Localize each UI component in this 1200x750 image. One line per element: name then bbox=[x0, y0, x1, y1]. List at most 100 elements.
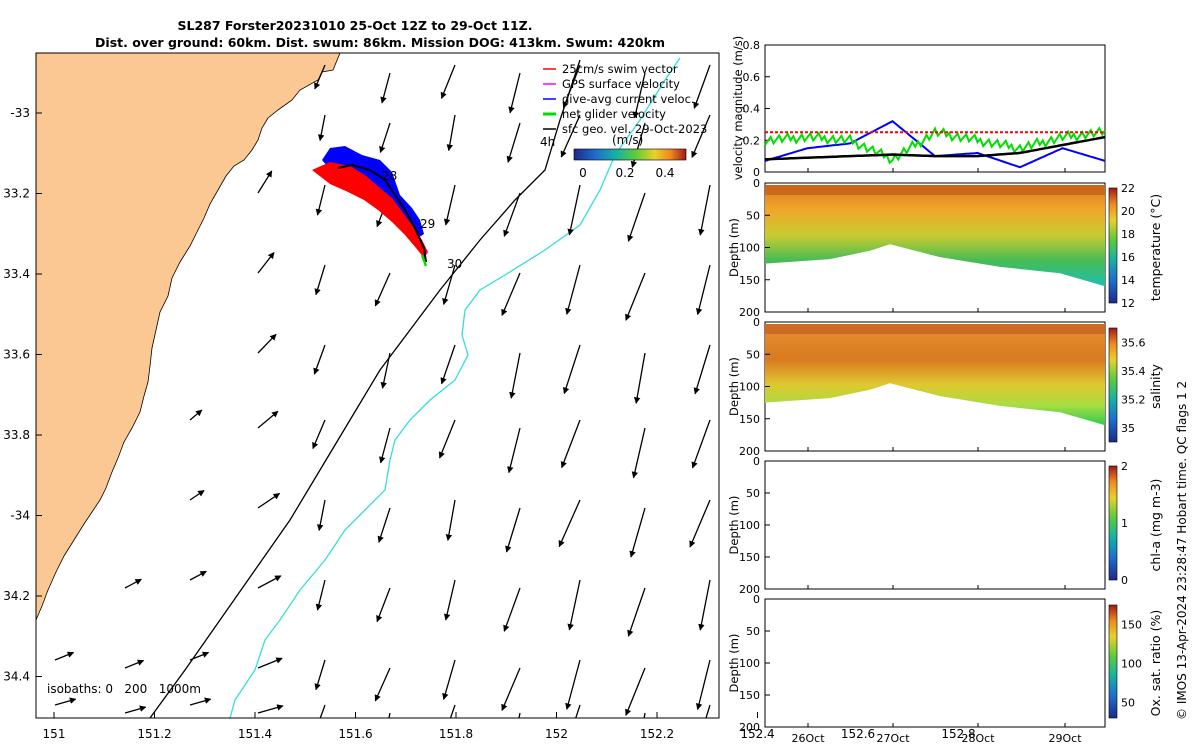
lat-tick-label: -34 bbox=[10, 509, 30, 523]
velocity-arrow bbox=[257, 410, 279, 429]
net-glider-velocity-marks bbox=[420, 254, 428, 267]
colorbar-tick-1: 0.2 bbox=[615, 166, 634, 180]
lat-tick-label: 34.4 bbox=[3, 670, 30, 684]
velocity-arrow bbox=[698, 184, 711, 236]
lat-tick-label: 33.4 bbox=[3, 267, 30, 281]
velocity-arrow bbox=[562, 64, 581, 109]
velocity-arrow bbox=[257, 170, 273, 194]
velocity-arrow bbox=[501, 272, 521, 316]
velocity-ytick-label: 0.2 bbox=[743, 134, 761, 147]
depth-ytick-label: 0 bbox=[753, 177, 760, 190]
depth-ytick-label: 150 bbox=[739, 413, 760, 426]
depth-ylabel: Depth (m) bbox=[727, 634, 741, 693]
velocity-arrow bbox=[124, 659, 145, 669]
depth-ytick-label: 100 bbox=[739, 381, 760, 394]
chart-title-line1: SL287 Forster20231010 25-Oct 12Z to 29-O… bbox=[177, 18, 533, 33]
panel-colorbar bbox=[1108, 604, 1118, 719]
panel-colorbar bbox=[1108, 187, 1118, 304]
colorbar-tick-2: 0.4 bbox=[655, 166, 674, 180]
longitude-ticks: 151 151.2 151.4 151.6 151.8 152 152.2 152.4 152.… bbox=[43, 712, 976, 741]
velocity-arrow bbox=[509, 352, 521, 399]
velocity-arrow bbox=[567, 184, 581, 236]
velocity-arrow bbox=[695, 659, 711, 711]
velocity-arrow bbox=[440, 344, 456, 385]
colorbar-tick-label: 50 bbox=[1121, 696, 1135, 709]
velocity-arrow bbox=[257, 492, 281, 509]
lat-tick-label: 33.6 bbox=[3, 348, 30, 362]
colorbar-tick-label: 2 bbox=[1121, 460, 1128, 473]
profile-heatmap-fill bbox=[765, 185, 1105, 287]
velocity-arrow bbox=[627, 587, 646, 637]
panel-colorbar bbox=[1108, 465, 1118, 581]
velocity-arrow bbox=[124, 578, 142, 589]
velocity-ytick-label: 0.6 bbox=[743, 71, 761, 84]
velocity-arrow bbox=[257, 657, 283, 669]
lat-tick-label: 33.8 bbox=[3, 428, 30, 442]
velocity-arrow bbox=[503, 587, 521, 632]
side-note: © IMOS 13-Apr-2024 23:28:47 Hobart time.… bbox=[1175, 381, 1189, 720]
depth-ytick-label: 100 bbox=[739, 242, 760, 255]
depth-ytick-label: 0 bbox=[753, 455, 760, 468]
colorbar-tick-label: 150 bbox=[1121, 618, 1142, 631]
velocity-arrow bbox=[633, 352, 646, 404]
colorbar-left-label: 4h bbox=[540, 135, 555, 149]
depth-ytick-label: 200 bbox=[739, 721, 760, 734]
time-axis-ticks: 26Oct 27Oct 28Oct 29Oct bbox=[791, 168, 1082, 745]
depth-ytick-label: 0 bbox=[753, 593, 760, 606]
velocity-arrow bbox=[257, 575, 282, 589]
velocity-arrow bbox=[625, 667, 646, 716]
time-tick-label: 28Oct bbox=[961, 732, 995, 745]
velocity-arrow bbox=[54, 697, 77, 706]
depth-ytick-label: 50 bbox=[746, 209, 760, 222]
lon-tick-label: 151.2 bbox=[137, 727, 171, 741]
velocity-arrow bbox=[505, 507, 521, 553]
depth-ytick-label: 150 bbox=[739, 274, 760, 287]
depth-ytick-label: 150 bbox=[739, 689, 760, 702]
surface-layer bbox=[765, 324, 1105, 334]
colorbar-tick-label: 35.2 bbox=[1121, 393, 1146, 406]
velocity-arrow bbox=[314, 264, 326, 296]
velocity-arrow bbox=[629, 507, 646, 558]
profile-heatmap-fill bbox=[765, 324, 1105, 426]
surface-layer bbox=[765, 185, 1105, 195]
colorbar-label: salinity bbox=[1148, 363, 1163, 408]
velocity-arrow bbox=[625, 272, 646, 321]
velocity-arrow bbox=[377, 507, 391, 543]
colorbar-tick-label: 12 bbox=[1121, 297, 1135, 310]
velocity-arrow bbox=[443, 579, 456, 621]
velocity-arrow bbox=[257, 251, 275, 274]
velocity-arrow bbox=[374, 667, 391, 702]
legend-entry: sfc geo. vel. 29-Oct-2023 bbox=[562, 122, 707, 136]
lat-tick-label: -33 bbox=[10, 106, 30, 120]
lat-tick-label: 33.2 bbox=[3, 187, 30, 201]
velocity-arrow bbox=[691, 419, 711, 469]
velocity-arrow bbox=[319, 704, 326, 718]
velocity-arrow bbox=[380, 352, 391, 389]
velocity-arrow bbox=[698, 579, 711, 631]
panel-colorbar bbox=[1108, 327, 1118, 443]
colorbar-tick-0: 0 bbox=[579, 166, 587, 180]
depth-ylabel: Depth (m) bbox=[727, 496, 741, 555]
lon-tick-label: 152 bbox=[545, 727, 568, 741]
velocity-arrow bbox=[189, 489, 205, 501]
velocity-arrow bbox=[691, 114, 711, 158]
depth-panel-frame bbox=[764, 598, 1106, 728]
velocity-arrow bbox=[449, 704, 456, 718]
velocity-arrow bbox=[507, 427, 521, 474]
depth-ylabel: Depth (m) bbox=[727, 218, 741, 277]
velocity-arrow bbox=[503, 192, 521, 237]
velocity-arrow bbox=[257, 333, 277, 354]
velocity-arrow bbox=[567, 579, 581, 631]
velocity-arrow bbox=[695, 264, 711, 316]
velocity-arrow bbox=[445, 499, 456, 542]
velocity-arrow bbox=[442, 659, 456, 701]
depth-ytick-label: 50 bbox=[746, 348, 760, 361]
depth-ytick-label: 50 bbox=[746, 487, 760, 500]
lon-tick-label: 152.6 bbox=[841, 727, 875, 741]
colorbar-label: chl-a (mg m-3) bbox=[1148, 479, 1163, 572]
velocity-panel-frame bbox=[764, 44, 1106, 173]
legend-entry: net glider velocity bbox=[562, 107, 666, 121]
velocity-arrow bbox=[314, 659, 326, 691]
